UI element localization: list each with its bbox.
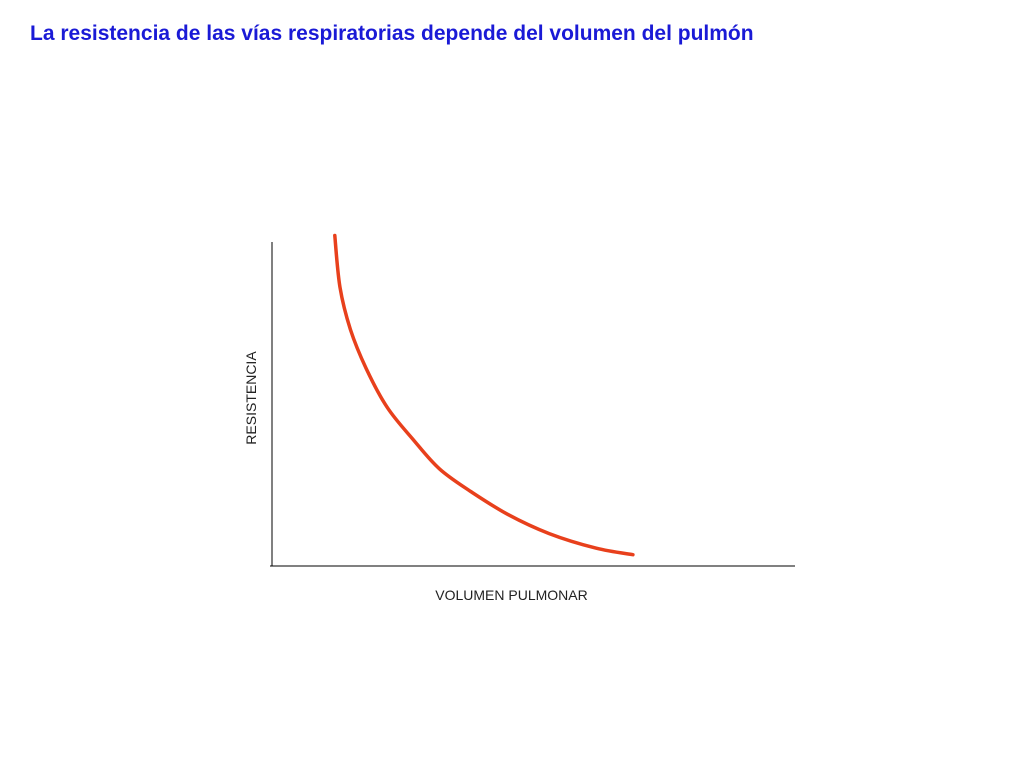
y-axis-label: RESISTENCIA — [243, 351, 259, 445]
slide-title: La resistencia de las vías respiratorias… — [30, 22, 754, 45]
resistance-curve — [333, 233, 635, 557]
x-axis-label: VOLUMEN PULMONAR — [435, 587, 587, 603]
